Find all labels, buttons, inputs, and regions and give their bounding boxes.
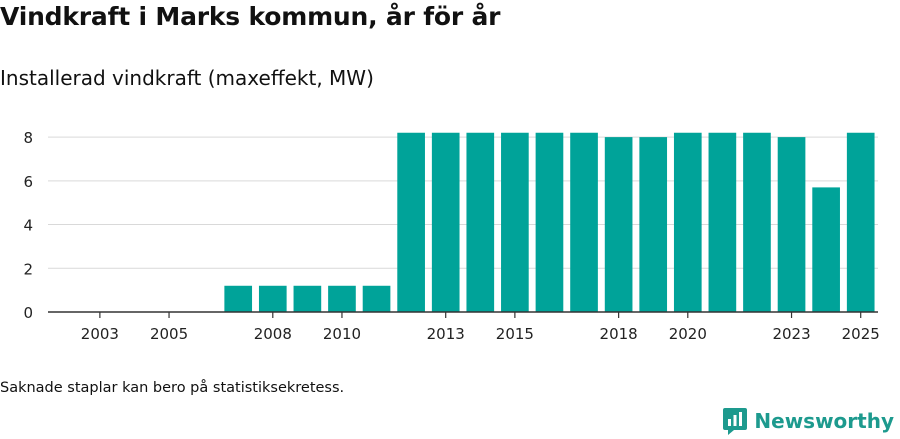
newsworthy-brand-text: Newsworthy: [754, 409, 894, 433]
x-tick-label: 2018: [600, 325, 638, 343]
y-tick-label: 4: [23, 217, 33, 235]
y-axis-ticks: 0 2 4 6 8: [23, 129, 33, 322]
bar-2024[interactable]: [812, 187, 840, 312]
bar-2018[interactable]: [604, 137, 633, 312]
x-tick-label: 2005: [150, 325, 188, 343]
bar-2010[interactable]: [328, 285, 356, 312]
bar-2012[interactable]: [397, 132, 425, 312]
bar-2022[interactable]: [743, 132, 771, 312]
footnote: Saknade staplar kan bero på statistiksek…: [0, 380, 345, 396]
chart-subtitle: Installerad vindkraft (maxeffekt, MW): [0, 66, 374, 90]
x-tick-label: 2025: [842, 325, 880, 343]
bar-2008[interactable]: [258, 285, 287, 312]
bar-2016[interactable]: [535, 132, 564, 312]
x-tick-label: 2020: [669, 325, 707, 343]
bar-2020[interactable]: [673, 132, 702, 312]
bar-2011[interactable]: [362, 285, 391, 312]
bar-2025[interactable]: [846, 132, 875, 312]
newsworthy-logo[interactable]: Newsworthy: [722, 406, 894, 436]
y-tick-label: 2: [23, 260, 33, 278]
bar-2013[interactable]: [431, 132, 460, 312]
x-tick-label: 2013: [427, 325, 465, 343]
x-axis-ticks: 2003 2005 2008 2010 2013 2015 2018 2020 2023 2025: [81, 312, 880, 343]
y-tick-label: 6: [23, 173, 33, 191]
y-tick-label: 0: [23, 304, 33, 322]
x-tick-label: 2003: [81, 325, 119, 343]
x-tick-label: 2023: [772, 325, 810, 343]
x-tick-label: 2010: [323, 325, 361, 343]
chart-title: Vindkraft i Marks kommun, år för år: [0, 2, 501, 31]
bar-2021[interactable]: [708, 132, 737, 312]
bar-2023[interactable]: [777, 137, 806, 312]
grid-lines: [48, 136, 878, 269]
bar-2009[interactable]: [293, 285, 322, 312]
bars: [224, 132, 875, 312]
bar-2017[interactable]: [570, 132, 598, 312]
x-tick-label: 2008: [254, 325, 292, 343]
bar-2019[interactable]: [639, 137, 668, 312]
x-tick-label: 2015: [496, 325, 534, 343]
bar-2015[interactable]: [501, 132, 529, 312]
y-tick-label: 8: [23, 129, 33, 147]
bar-2007[interactable]: [224, 285, 253, 312]
bar-2014[interactable]: [466, 132, 495, 312]
newsworthy-logo-icon: [723, 408, 748, 435]
